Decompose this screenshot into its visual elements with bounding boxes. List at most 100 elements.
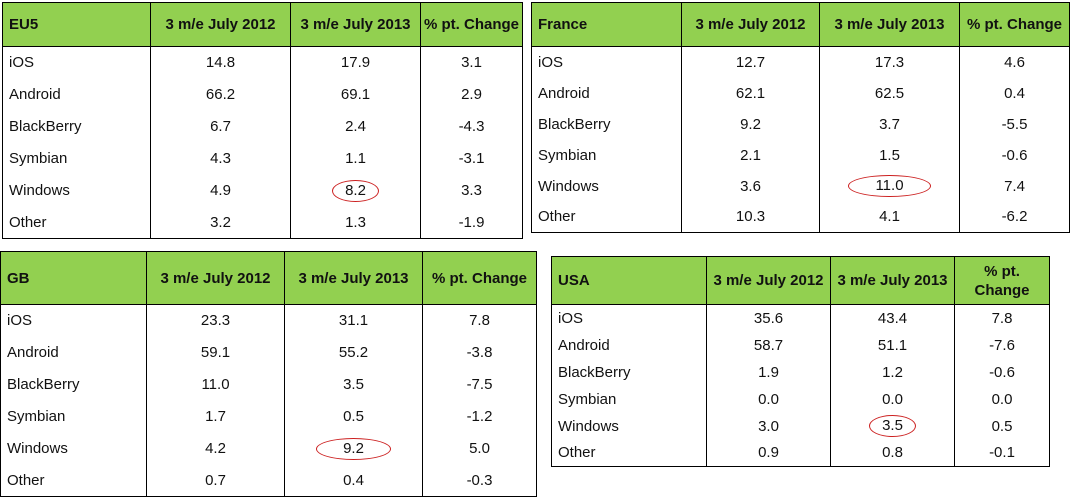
value-change: -6.2: [959, 201, 1070, 233]
table-row: Symbian 1.7 0.5 -1.2: [0, 400, 537, 433]
os-label: Other: [0, 464, 147, 497]
table-usa: USA 3 m/e July 2012 3 m/e July 2013 % pt…: [551, 256, 1050, 467]
region-header: GB: [0, 251, 147, 305]
value-2013-highlighted: 8.2: [290, 174, 421, 207]
table-row: Other 0.9 0.8 -0.1: [551, 439, 1050, 467]
col-header-change: % pt. Change: [422, 251, 537, 305]
table-row: Other 3.2 1.3 -1.9: [2, 206, 523, 239]
table-row: Symbian 0.0 0.0 0.0: [551, 385, 1050, 413]
table-row: Android 62.1 62.5 0.4: [531, 77, 1070, 109]
value-2012: 6.7: [150, 110, 291, 143]
value-2012: 3.0: [706, 412, 831, 440]
value-2012: 3.6: [681, 170, 820, 202]
table-row: Other 10.3 4.1 -6.2: [531, 201, 1070, 233]
os-label: Symbian: [2, 142, 151, 175]
value-change: -0.6: [954, 358, 1050, 386]
value-2013: 62.5: [819, 77, 960, 109]
table-row: BlackBerry 11.0 3.5 -7.5: [0, 368, 537, 401]
os-label: Android: [551, 331, 707, 359]
os-label: Windows: [551, 412, 707, 440]
value-2013: 55.2: [284, 336, 423, 369]
value-change: 0.0: [954, 385, 1050, 413]
value-2012: 0.9: [706, 439, 831, 467]
table-row: Symbian 4.3 1.1 -3.1: [2, 142, 523, 175]
value-change: -7.5: [422, 368, 537, 401]
os-label: Symbian: [551, 385, 707, 413]
value-2013: 31.1: [284, 304, 423, 337]
os-label: Android: [531, 77, 682, 109]
os-label: iOS: [0, 304, 147, 337]
value-2012: 10.3: [681, 201, 820, 233]
table-row: BlackBerry 1.9 1.2 -0.6: [551, 358, 1050, 386]
value-2013: 3.5: [284, 368, 423, 401]
value-2012: 66.2: [150, 78, 291, 111]
os-label: BlackBerry: [0, 368, 147, 401]
value-2013: 4.1: [819, 201, 960, 233]
value-2012: 1.7: [146, 400, 285, 433]
os-label: BlackBerry: [2, 110, 151, 143]
value-2012: 9.2: [681, 108, 820, 140]
value-2013-highlighted: 9.2: [284, 432, 423, 465]
os-label: Other: [551, 439, 707, 467]
value-change: 5.0: [422, 432, 537, 465]
value-2012: 2.1: [681, 139, 820, 171]
table-eu5: EU5 3 m/e July 2012 3 m/e July 2013 % pt…: [2, 2, 523, 239]
table-row: Other 0.7 0.4 -0.3: [0, 464, 537, 497]
table-row: iOS 12.7 17.3 4.6: [531, 46, 1070, 78]
os-label: Symbian: [0, 400, 147, 433]
value-change: -1.9: [420, 206, 523, 239]
value-2013: 0.8: [830, 439, 955, 467]
value-change: 4.6: [959, 46, 1070, 78]
value-2013: 1.3: [290, 206, 421, 239]
os-label: Windows: [0, 432, 147, 465]
value-2012: 0.0: [706, 385, 831, 413]
col-header-2012: 3 m/e July 2012: [681, 2, 820, 47]
value-change: -7.6: [954, 331, 1050, 359]
os-label: iOS: [551, 304, 707, 332]
value-2012: 0.7: [146, 464, 285, 497]
value-2012: 59.1: [146, 336, 285, 369]
table-row: Windows 4.2 9.2 5.0: [0, 432, 537, 465]
table-row: iOS 35.6 43.4 7.8: [551, 304, 1050, 332]
value-change: 0.5: [954, 412, 1050, 440]
value-change: 3.3: [420, 174, 523, 207]
value-2012: 4.3: [150, 142, 291, 175]
value-change: -3.1: [420, 142, 523, 175]
value-2013: 2.4: [290, 110, 421, 143]
value-2013: 51.1: [830, 331, 955, 359]
highlight-circle: 9.2: [316, 437, 391, 460]
table-row: iOS 23.3 31.1 7.8: [0, 304, 537, 337]
region-header: France: [531, 2, 682, 47]
table-row: Android 66.2 69.1 2.9: [2, 78, 523, 111]
table-row: Windows 3.6 11.0 7.4: [531, 170, 1070, 202]
os-label: Android: [2, 78, 151, 111]
value-2013: 69.1: [290, 78, 421, 111]
col-header-2013: 3 m/e July 2013: [830, 256, 955, 305]
value-2012: 4.9: [150, 174, 291, 207]
table-gb: GB 3 m/e July 2012 3 m/e July 2013 % pt.…: [0, 251, 537, 497]
highlight-circle: 3.5: [869, 415, 916, 437]
value-2013: 0.0: [830, 385, 955, 413]
col-header-change: % pt. Change: [954, 256, 1050, 305]
value-2013: 1.1: [290, 142, 421, 175]
highlight-circle: 8.2: [332, 179, 379, 202]
value-change: 7.8: [422, 304, 537, 337]
col-header-2013: 3 m/e July 2013: [290, 2, 421, 47]
os-label: BlackBerry: [531, 108, 682, 140]
os-label: iOS: [531, 46, 682, 78]
value-2013: 0.4: [284, 464, 423, 497]
value-change: 2.9: [420, 78, 523, 111]
value-2012: 4.2: [146, 432, 285, 465]
value-2013: 1.5: [819, 139, 960, 171]
os-label: Windows: [531, 170, 682, 202]
value-2013: 17.3: [819, 46, 960, 78]
col-header-change: % pt. Change: [959, 2, 1070, 47]
value-change: -3.8: [422, 336, 537, 369]
os-label: Symbian: [531, 139, 682, 171]
table-row: Android 59.1 55.2 -3.8: [0, 336, 537, 369]
table-row: BlackBerry 6.7 2.4 -4.3: [2, 110, 523, 143]
value-2013: 3.7: [819, 108, 960, 140]
os-label: BlackBerry: [551, 358, 707, 386]
highlight-circle: 11.0: [848, 175, 931, 197]
value-2013-highlighted: 11.0: [819, 170, 960, 202]
